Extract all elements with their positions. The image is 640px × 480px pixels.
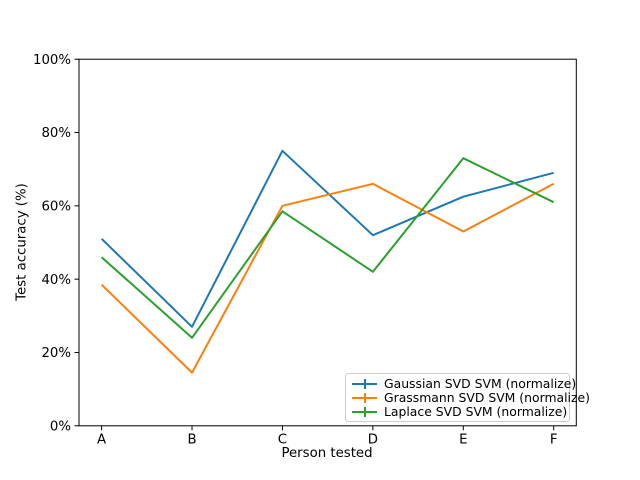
y-tick-label: 20%: [41, 346, 71, 361]
legend: Gaussian SVD SVM (normalize) Grassmann SV…: [345, 373, 590, 422]
legend-label: Laplace SVD SVM (normalize): [384, 404, 568, 419]
y-tick-label: 60%: [41, 199, 71, 214]
legend-label: Grassmann SVD SVM (normalize): [384, 390, 590, 405]
legend-errorbar-sample-icon: [352, 406, 377, 418]
series-line-grassmann: [100, 182, 555, 374]
y-tick-label: 0%: [50, 419, 71, 434]
legend-label: Gaussian SVD SVM (normalize): [384, 376, 577, 391]
series-line-gaussian: [100, 149, 554, 328]
legend-item-gaussian: Gaussian SVD SVM (normalize): [352, 377, 576, 390]
x-tick-label: F: [550, 432, 558, 447]
y-axis-label: Test accuracy (%): [14, 183, 30, 301]
y-tick-label: 80%: [41, 126, 71, 141]
x-tick-label: D: [368, 432, 378, 447]
y-tick-label: 100%: [33, 53, 71, 68]
axes-frame: [78, 58, 577, 427]
y-tick-label: 40%: [41, 273, 71, 288]
legend-cap: [363, 406, 366, 417]
x-tick-label: A: [97, 432, 106, 447]
x-tick-label: C: [278, 432, 287, 447]
legend-cap: [363, 392, 366, 403]
legend-item-grassmann: Grassmann SVD SVM (normalize): [352, 391, 590, 404]
legend-cap: [363, 378, 366, 389]
legend-item-laplace: Laplace SVD SVM (normalize): [352, 405, 567, 418]
legend-errorbar-sample-icon: [352, 378, 377, 390]
x-tick-label: B: [187, 432, 196, 447]
series-line-laplace: [100, 157, 555, 339]
x-axis-label: Person tested: [281, 446, 373, 461]
x-tick-label: E: [459, 432, 467, 447]
legend-errorbar-sample-icon: [352, 392, 377, 404]
